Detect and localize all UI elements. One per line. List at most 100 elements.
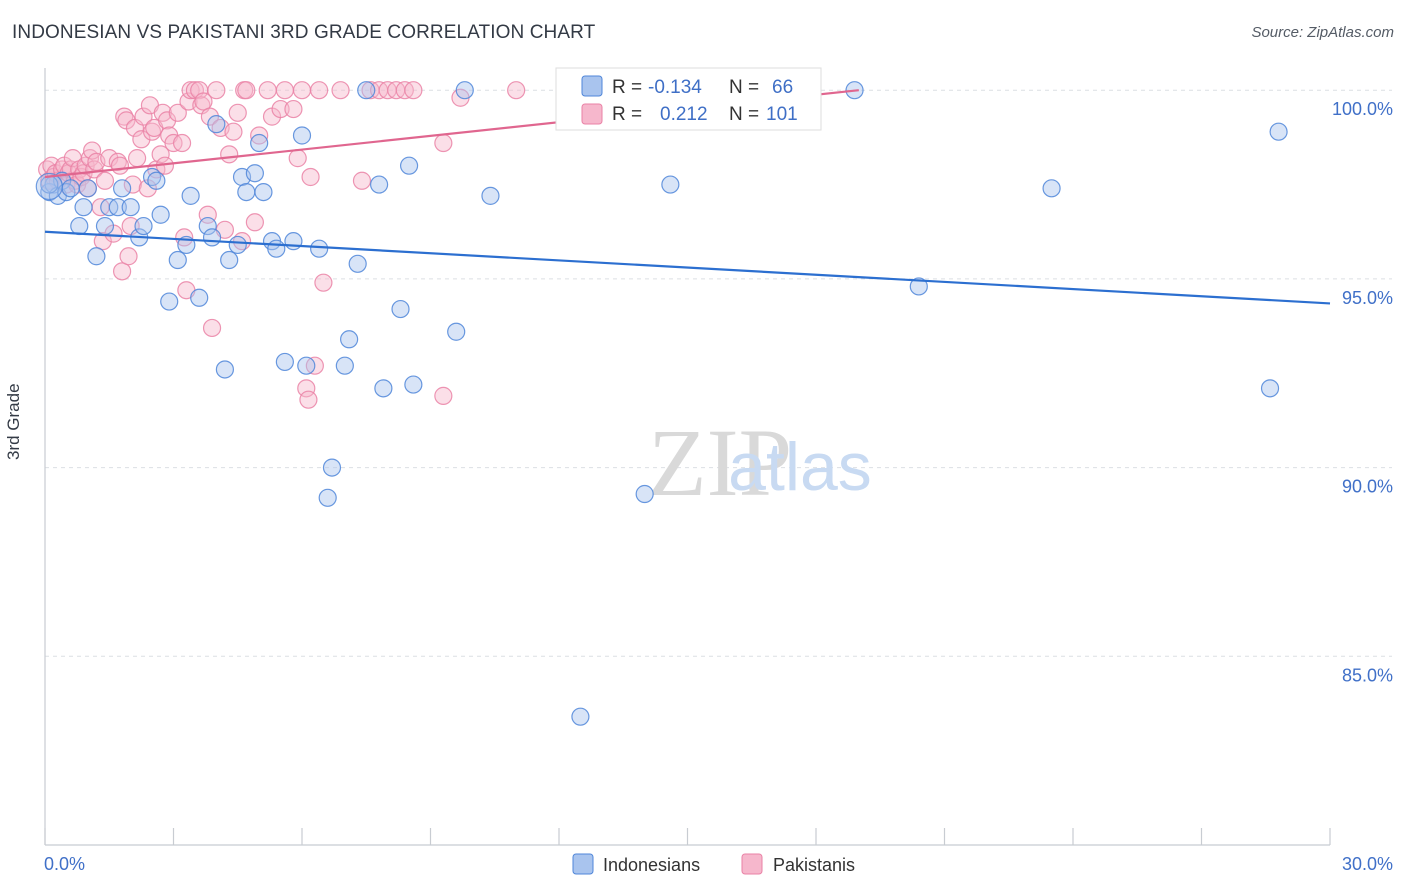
- pakistani-point: [507, 81, 526, 100]
- pakistani-point: [288, 149, 307, 168]
- y-tick-label: 85.0%: [1342, 665, 1393, 685]
- indonesian-point: [112, 179, 132, 198]
- pakistani-point: [95, 171, 115, 190]
- pakistani-point: [207, 81, 226, 100]
- legend-r-value-indonesians: -0.134: [648, 77, 702, 98]
- indonesian-point: [74, 198, 93, 217]
- indonesian-point: [335, 356, 354, 375]
- x-tick-label: 0.0%: [44, 854, 85, 874]
- indonesian-point: [340, 330, 359, 349]
- indonesian-point: [455, 81, 474, 100]
- indonesian-point: [1260, 379, 1280, 398]
- pakistani-point: [310, 81, 329, 100]
- pakistani-point: [297, 379, 316, 398]
- indonesian-point: [108, 198, 127, 217]
- indonesian-point: [481, 186, 500, 205]
- indonesian-point: [228, 235, 247, 255]
- chart-title: INDONESIAN VS PAKISTANI 3RD GRADE CORREL…: [12, 22, 596, 43]
- indonesian-point: [391, 299, 410, 319]
- indonesian-point: [215, 360, 234, 379]
- indonesian-point: [198, 216, 217, 236]
- pakistani-point: [284, 99, 303, 119]
- indonesian-point: [121, 198, 140, 217]
- pakistani-point: [151, 145, 170, 164]
- pakistani-point: [119, 247, 138, 266]
- legend-r-value-pakistanis: 0.212: [660, 104, 708, 125]
- indonesian-point: [78, 179, 97, 198]
- pakistani-point: [434, 386, 453, 405]
- indonesian-point: [275, 352, 294, 372]
- pakistani-point: [132, 130, 151, 149]
- tick-labels: 100.0% 95.0% 90.0% 85.0% 0.0% 30.0%: [44, 99, 1393, 874]
- indonesian-point: [160, 292, 179, 311]
- pakistani-point: [127, 149, 147, 168]
- indonesian-point: [297, 356, 316, 375]
- indonesian-point: [447, 322, 466, 341]
- indonesian-point: [318, 488, 337, 507]
- legend-n-label: N =: [729, 104, 759, 125]
- x-tick-label: 30.0%: [1342, 854, 1393, 874]
- indonesian-point: [267, 239, 286, 258]
- pakistani-point: [172, 133, 192, 153]
- pakistani-point: [123, 175, 142, 194]
- watermark-atlas: atlas: [728, 429, 872, 505]
- y-tick-label: 95.0%: [1342, 288, 1393, 308]
- pakistani-point: [301, 167, 320, 187]
- indonesian-point: [292, 126, 312, 145]
- indonesian-point: [404, 375, 423, 394]
- indonesian-point: [220, 250, 239, 270]
- pakistani-point: [157, 111, 177, 130]
- source-label: Source: ZipAtlas.com: [1251, 24, 1394, 41]
- indonesian-point: [168, 250, 187, 270]
- pakistani-point: [245, 213, 264, 232]
- pakistani-point: [352, 171, 372, 190]
- bottom-legend-label-indonesians: Indonesians: [603, 855, 700, 875]
- indonesian-point: [374, 379, 393, 398]
- legend-swatch-blue: [581, 75, 603, 97]
- legend-n-label: N =: [729, 77, 759, 98]
- pakistani-point: [237, 81, 256, 100]
- pakistani-point: [110, 156, 130, 175]
- indonesian-point: [134, 216, 153, 236]
- pakistani-point: [404, 81, 423, 100]
- y-tick-label: 90.0%: [1342, 477, 1393, 497]
- indonesian-point: [1269, 122, 1288, 141]
- indonesian-point: [284, 232, 303, 251]
- legend-n-value-pakistanis: 101: [766, 104, 798, 125]
- indonesian-point: [399, 156, 419, 175]
- pakistani-point: [220, 145, 239, 164]
- pakistani-point: [93, 232, 112, 251]
- indonesian-point: [87, 247, 106, 266]
- legend-swatch-pink: [581, 103, 603, 125]
- bottom-legend-swatch-pakistanis: [741, 853, 763, 875]
- pakistani-point: [194, 92, 213, 111]
- pakistani-points: [38, 81, 581, 409]
- watermark-zip: ZIP: [648, 409, 792, 516]
- indonesian-point: [254, 182, 273, 202]
- legend-r-label: R =: [612, 77, 642, 98]
- y-axis-label: 3rd Grade: [4, 383, 23, 460]
- pakistani-point: [134, 107, 153, 126]
- indonesian-point: [151, 205, 170, 224]
- pakistani-point: [275, 81, 294, 100]
- stats-legend: R = -0.134 N = 66 R = 0.212 N = 101: [555, 67, 822, 131]
- pakistani-point: [228, 103, 247, 122]
- indonesian-point: [70, 216, 89, 236]
- pakistani-point: [168, 103, 187, 122]
- indonesian-point: [357, 81, 376, 100]
- indonesian-point: [661, 175, 680, 194]
- series-legend: Indonesians Pakistanis: [572, 853, 855, 875]
- bottom-legend-swatch-indonesians: [572, 853, 594, 875]
- indonesian-point-cluster: [35, 172, 63, 201]
- indonesian-point: [322, 458, 342, 477]
- pakistani-point: [292, 81, 312, 100]
- pakistani-point: [83, 141, 102, 160]
- legend-n-value-indonesians: 66: [772, 77, 793, 98]
- indonesian-trend-line: [44, 230, 1331, 305]
- pakistani-point: [250, 126, 269, 145]
- indonesian-point: [237, 182, 256, 202]
- indonesian-point: [147, 171, 166, 190]
- indonesian-point: [635, 484, 654, 504]
- pakistani-point: [112, 262, 132, 281]
